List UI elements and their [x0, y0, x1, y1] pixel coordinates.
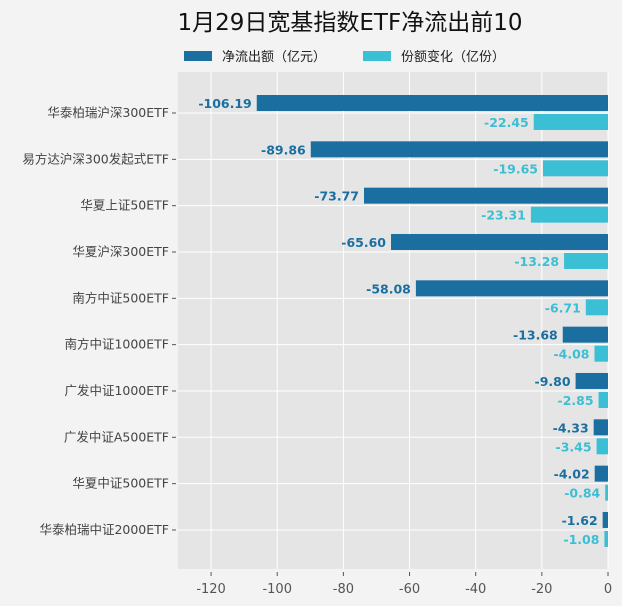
x-tick-label: 0	[604, 582, 612, 597]
data-label-share-change: -13.28	[514, 254, 559, 269]
x-tick-label: -80	[333, 582, 354, 597]
data-label-share-change: -3.45	[556, 439, 592, 454]
data-label-share-change: -22.45	[484, 115, 529, 130]
bar-net-outflow	[602, 511, 608, 528]
data-label-net-outflow: -65.60	[341, 235, 386, 250]
chart-title: 1月29日宽基指数ETF净流出前10	[178, 10, 523, 36]
legend: 净流出额（亿元） 份额变化（亿份）	[184, 49, 505, 65]
data-label-share-change: -6.71	[545, 300, 581, 315]
category-label: 华夏上证50ETF	[80, 198, 169, 213]
bar-share-change	[585, 299, 608, 316]
legend-swatch-net-outflow	[184, 51, 212, 61]
data-label-share-change: -1.08	[563, 532, 599, 547]
bar-net-outflow	[593, 419, 608, 436]
bar-net-outflow	[415, 280, 608, 297]
bar-net-outflow	[594, 465, 608, 482]
legend-label-share-change: 份额变化（亿份）	[401, 49, 505, 65]
data-label-net-outflow: -13.68	[513, 328, 558, 343]
bar-net-outflow	[363, 187, 608, 204]
category-label: 华夏中证500ETF	[72, 476, 169, 491]
data-label-share-change: -19.65	[493, 161, 538, 176]
data-label-share-change: -0.84	[564, 486, 600, 501]
data-label-share-change: -23.31	[481, 208, 526, 223]
data-label-share-change: -2.85	[558, 393, 594, 408]
category-label: 华泰柏瑞中证2000ETF	[39, 522, 169, 537]
legend-swatch-share-change	[363, 51, 391, 61]
bar-share-change	[605, 484, 608, 501]
bar-net-outflow	[310, 141, 608, 158]
data-label-net-outflow: -1.62	[562, 513, 598, 528]
bar-share-change	[604, 530, 608, 547]
category-label: 华泰柏瑞沪深300ETF	[47, 105, 169, 120]
data-label-net-outflow: -58.08	[366, 281, 411, 296]
x-tick-label: -60	[399, 582, 420, 597]
data-label-share-change: -4.08	[553, 347, 589, 362]
legend-label-net-outflow: 净流出额（亿元）	[222, 50, 326, 65]
bar-net-outflow	[391, 233, 608, 250]
bar-share-change	[596, 438, 608, 455]
category-label: 南方中证1000ETF	[64, 337, 169, 352]
x-tick-label: -20	[531, 582, 552, 597]
bar-share-change	[543, 160, 608, 177]
bar-share-change	[533, 114, 608, 130]
bar-net-outflow	[562, 326, 608, 343]
category-label: 广发中证A500ETF	[64, 429, 169, 444]
bar-net-outflow	[256, 95, 608, 111]
bar-share-change	[530, 206, 608, 223]
category-label: 易方达沪深300发起式ETF	[22, 151, 169, 166]
category-label: 南方中证500ETF	[72, 290, 169, 305]
data-label-net-outflow: -4.33	[553, 420, 589, 435]
bar-net-outflow	[575, 372, 608, 389]
x-tick-label: -100	[262, 582, 292, 597]
category-label: 广发中证1000ETF	[64, 383, 169, 398]
bar-share-change	[564, 252, 608, 269]
x-tick-label: -40	[465, 582, 486, 597]
category-label: 华夏沪深300ETF	[72, 244, 169, 259]
data-label-net-outflow: -4.02	[554, 467, 590, 482]
data-label-net-outflow: -9.80	[535, 374, 571, 389]
x-tick-label: -120	[196, 582, 226, 597]
data-label-net-outflow: -73.77	[314, 189, 359, 204]
data-label-net-outflow: -106.19	[198, 96, 251, 111]
data-label-net-outflow: -89.86	[261, 142, 306, 157]
bar-share-change	[594, 345, 608, 362]
bar-share-change	[598, 391, 608, 408]
